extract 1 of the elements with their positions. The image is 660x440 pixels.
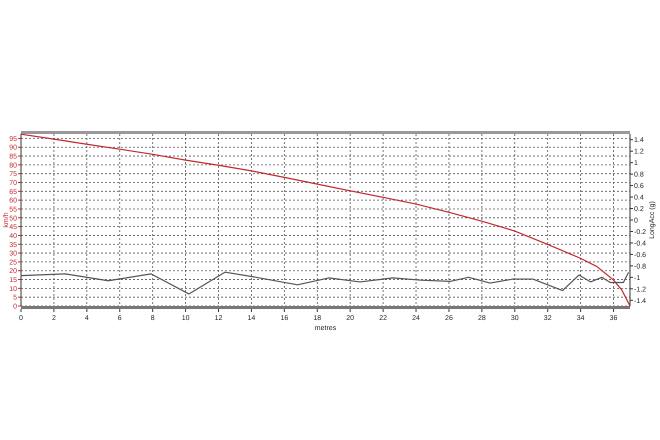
line-series (20, 134, 631, 307)
